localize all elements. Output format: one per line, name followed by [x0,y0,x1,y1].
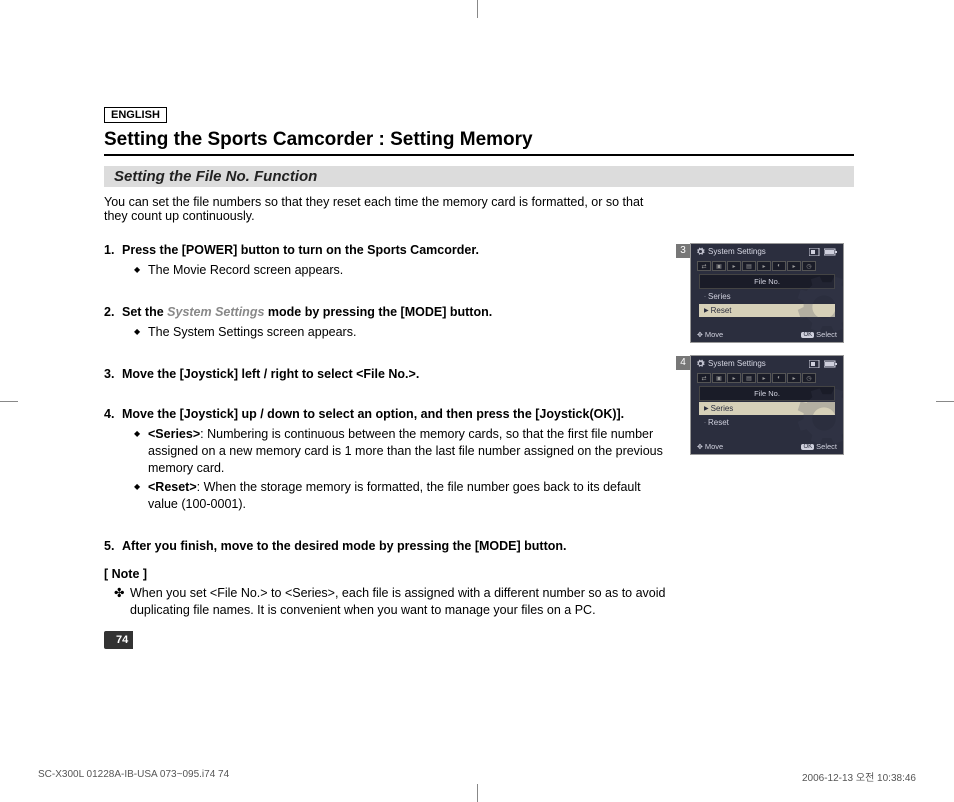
card-icon [809,360,821,368]
screen-block: 4 System Settings ⇄▣▸▤▸◐▸◷ File No. ▶Ser… [690,355,854,455]
status-icons [809,360,838,368]
card-icon [809,248,821,256]
page-number-badge: 74 [104,631,133,649]
camcorder-screen: System Settings ⇄▣▸▤▸◐▸◷ File No. ·Serie… [690,243,844,343]
step-bullet: <Series>: Numbering is continuous betwee… [134,426,670,477]
footer-right: 2006-12-13 오전 10:38:46 [802,769,916,784]
note-text: When you set <File No.> to <Series>, eac… [104,585,670,619]
screenshots-column: 3 System Settings ⇄▣▸▤▸◐▸◷ File No. ·Ser… [690,243,854,649]
step-bullet: The System Settings screen appears. [134,324,670,341]
step-bullet: <Reset>: When the storage memory is form… [134,479,670,513]
gear-icon [696,247,705,256]
screen-step-badge: 4 [676,356,690,370]
footer-move: ✥Move [697,442,723,451]
gear-icon [696,359,705,368]
section-subtitle: Setting the File No. Function [104,166,854,187]
step-1: 1.Press the [POWER] button to turn on th… [104,243,670,279]
step-3: 3.Move the [Joystick] left / right to se… [104,367,670,381]
steps-column: 1.Press the [POWER] button to turn on th… [104,243,670,649]
screen-title: System Settings [708,359,766,368]
footer-left: SC-X300L 01228A-IB-USA 073~095.i74 74 [38,769,229,784]
camcorder-screen: System Settings ⇄▣▸▤▸◐▸◷ File No. ▶Serie… [690,355,844,455]
note-title: [ Note ] [104,567,670,581]
screen-title: System Settings [708,247,766,256]
screen-step-badge: 3 [676,244,690,258]
footer-select: OKSelect [801,442,837,451]
battery-icon [824,248,838,256]
print-footer: SC-X300L 01228A-IB-USA 073~095.i74 74 20… [38,769,916,784]
battery-icon [824,360,838,368]
status-icons [809,248,838,256]
manual-page: ENGLISH Setting the Sports Camcorder : S… [0,0,954,649]
step-4: 4.Move the [Joystick] up / down to selec… [104,407,670,513]
step-2: 2.Set the System Settings mode by pressi… [104,305,670,341]
step-5: 5.After you finish, move to the desired … [104,539,670,553]
page-title: Setting the Sports Camcorder : Setting M… [104,129,854,156]
footer-move: ✥Move [697,330,723,339]
note-section: [ Note ] When you set <File No.> to <Ser… [104,567,670,619]
footer-select: OKSelect [801,330,837,339]
language-label: ENGLISH [104,107,167,123]
intro-text: You can set the file numbers so that the… [104,195,664,223]
step-bullet: The Movie Record screen appears. [134,262,670,279]
screen-block: 3 System Settings ⇄▣▸▤▸◐▸◷ File No. ·Ser… [690,243,854,343]
